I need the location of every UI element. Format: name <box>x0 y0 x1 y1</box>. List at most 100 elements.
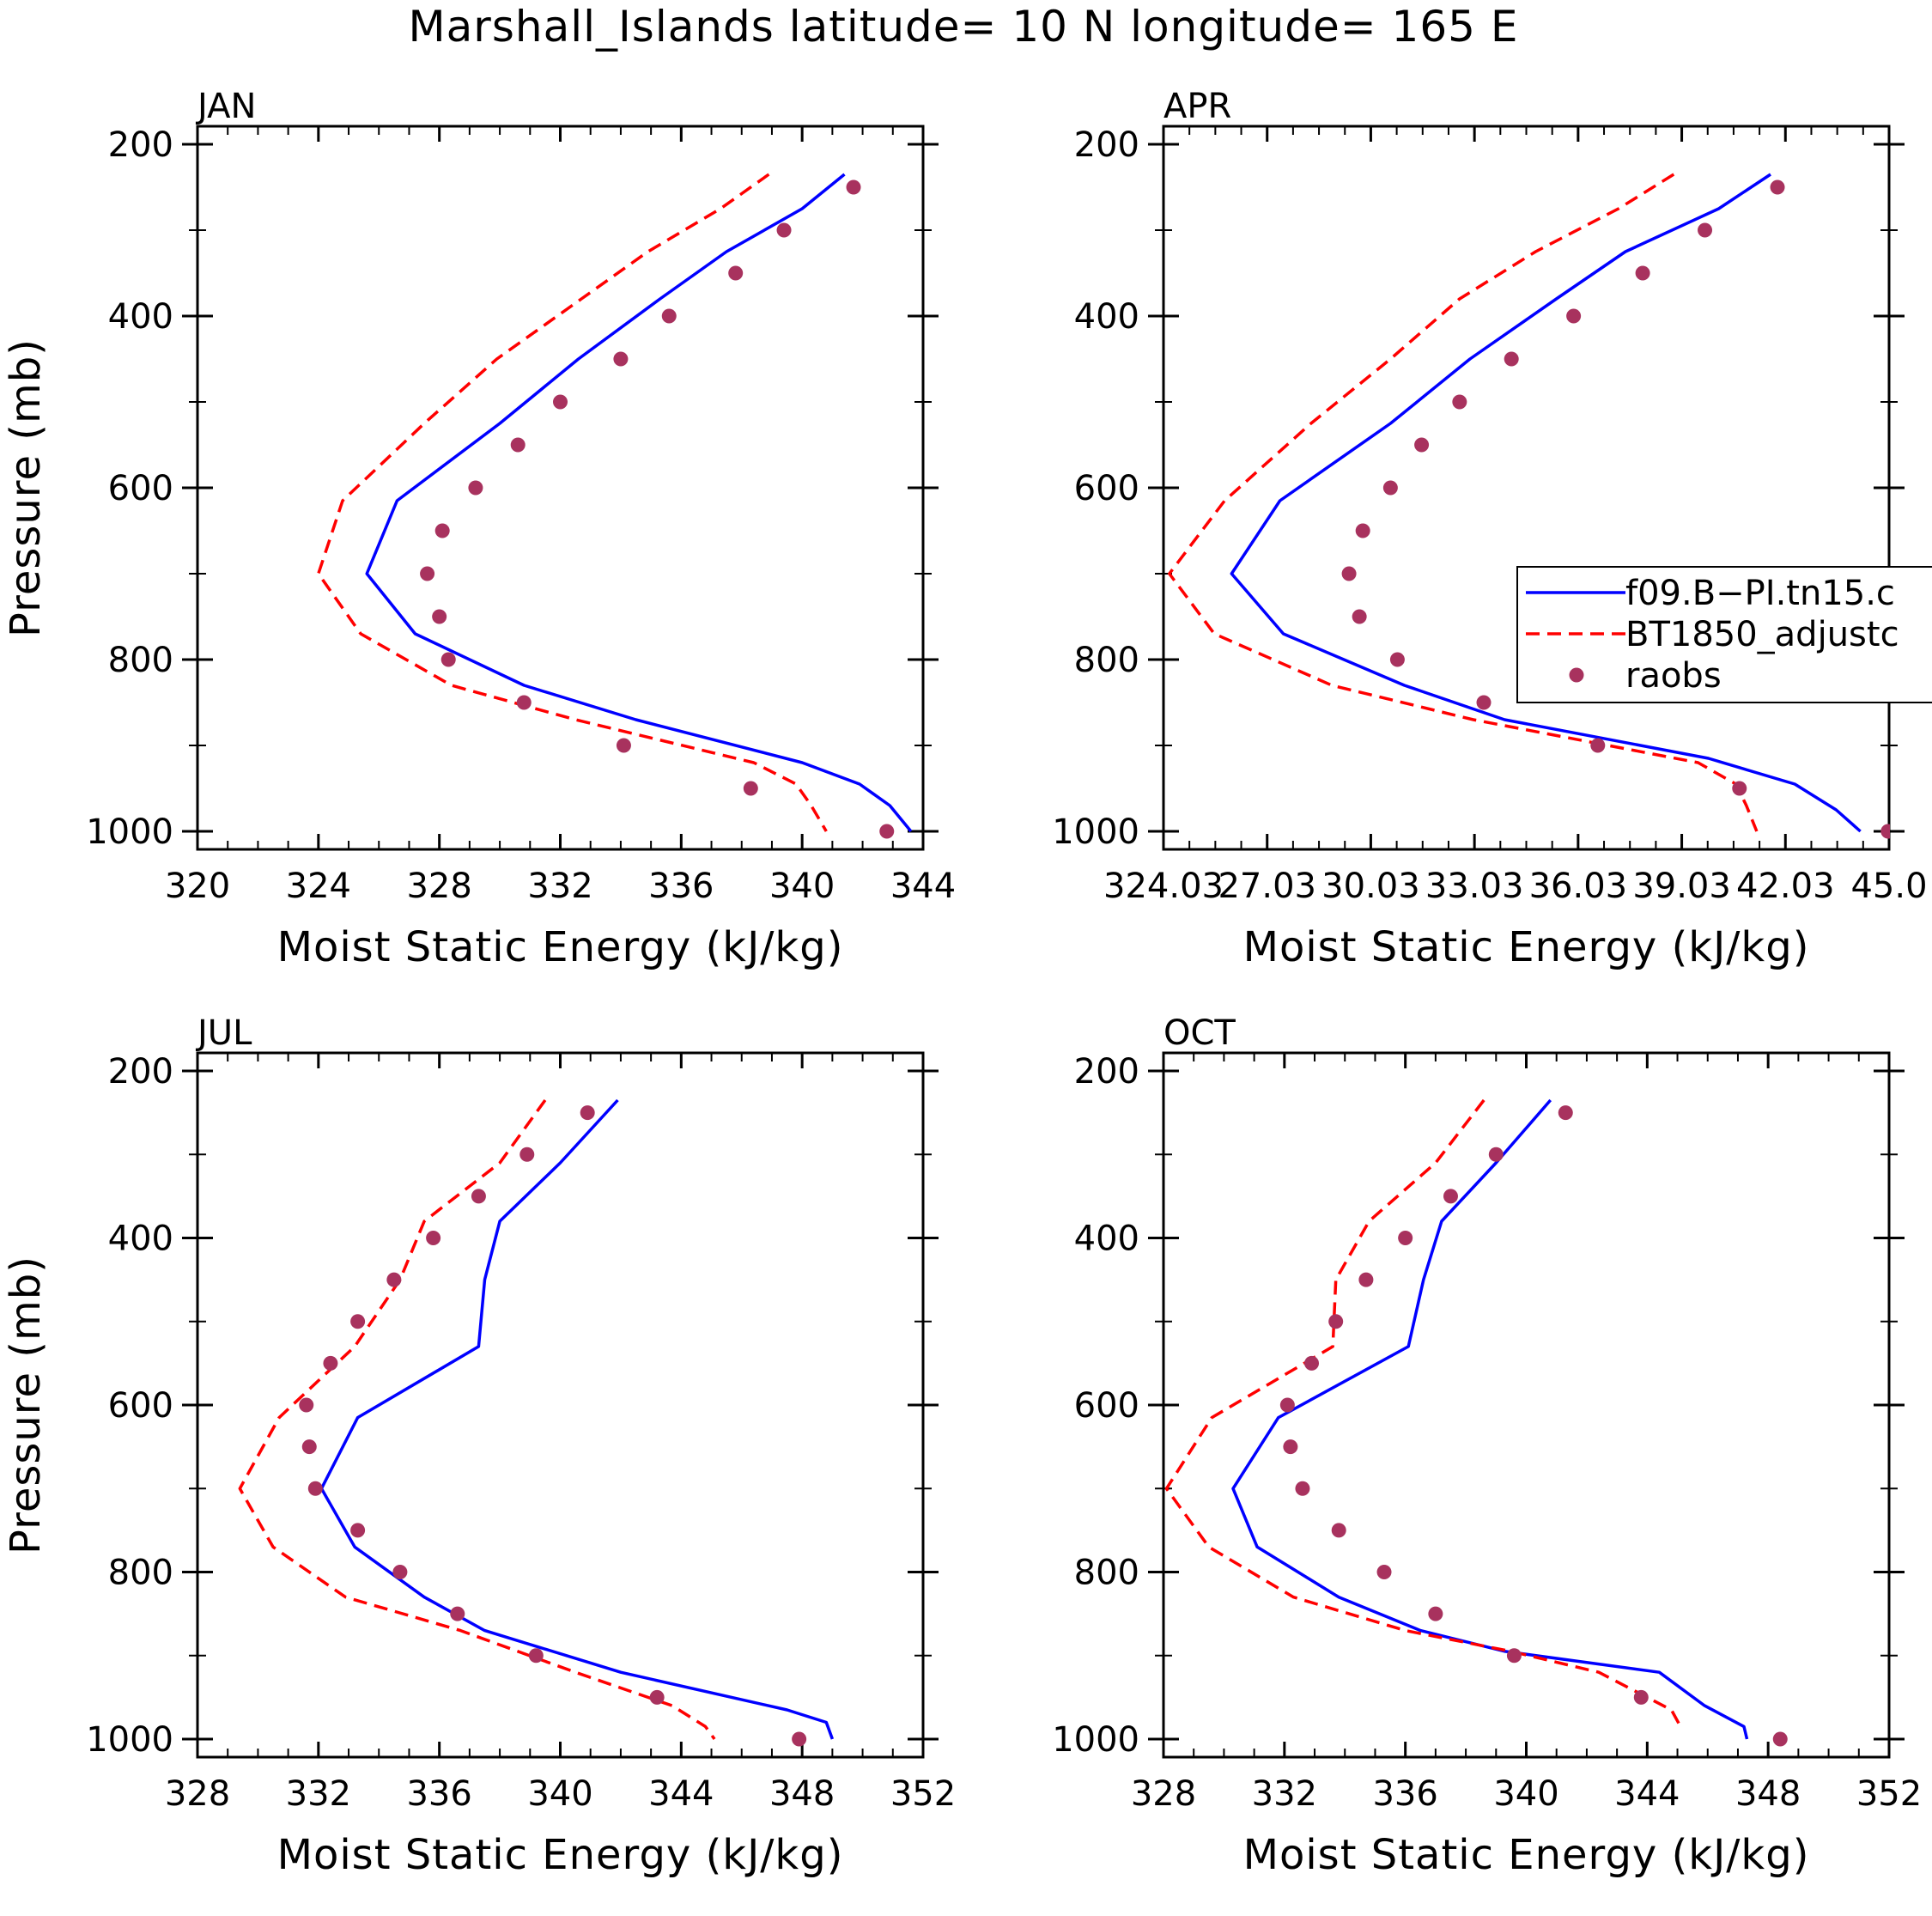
raobs-point <box>846 179 861 195</box>
x-axis-label: Moist Static Energy (kJ/kg) <box>1243 923 1810 971</box>
x-tick-label: 328 <box>1131 1774 1196 1814</box>
raobs-point <box>434 523 450 538</box>
y-tick-label: 1000 <box>1052 812 1139 852</box>
x-tick-label: 352 <box>890 1774 956 1814</box>
raobs-point <box>1355 523 1370 538</box>
x-tick-label: 30.03 <box>1321 867 1420 906</box>
x-tick-label: 340 <box>769 867 835 906</box>
raobs-point <box>1443 1189 1458 1204</box>
series-raobs-jul <box>299 1105 807 1747</box>
x-tick-label: 332 <box>1252 1774 1317 1814</box>
series-model-line-jan <box>365 173 913 833</box>
series-adjusted-line-jul <box>238 1098 716 1741</box>
x-axis-label: Moist Static Energy (kJ/kg) <box>1243 1831 1810 1879</box>
panel-jan: JAN 320 324 328 332 336 340 344 200 400 600 800 1000… <box>2 87 956 971</box>
raobs-point <box>1698 222 1713 238</box>
raobs-point <box>519 1147 535 1162</box>
y-tick-label: 200 <box>108 125 173 165</box>
y-tick-label: 200 <box>1074 1052 1139 1092</box>
y-axis-label: Pressure (mb) <box>2 338 50 637</box>
x-tick-label: 352 <box>1856 1774 1922 1814</box>
raobs-point <box>510 437 526 453</box>
x-tick-label: 344 <box>648 1774 714 1814</box>
x-tick-label: 42.03 <box>1736 867 1835 906</box>
plot-frame-oct <box>1162 1051 1891 1759</box>
y-tick-label: 600 <box>108 1386 173 1426</box>
raobs-point <box>1504 351 1519 367</box>
series-raobs-apr <box>1341 179 1890 839</box>
raobs-point <box>299 1397 314 1413</box>
y-tick-label: 800 <box>108 1554 173 1593</box>
x-tick-label: 36.03 <box>1529 867 1628 906</box>
raobs-point <box>1452 394 1467 410</box>
raobs-point <box>1352 609 1367 624</box>
raobs-point <box>553 394 568 410</box>
raobs-point <box>1476 695 1492 710</box>
x-tick-label: 348 <box>769 1774 835 1814</box>
raobs-point <box>471 1189 486 1204</box>
x-tick-label: 39.03 <box>1632 867 1731 906</box>
raobs-point <box>420 566 435 581</box>
series-model-line-oct <box>1231 1098 1749 1740</box>
legend-obs-marker <box>1569 667 1584 683</box>
panel-label-oct: OCT <box>1163 1013 1236 1053</box>
legend-model-label: f09.B−PI.tn15.c <box>1625 574 1895 613</box>
raobs-point <box>1279 1397 1295 1413</box>
raobs-point <box>350 1523 366 1538</box>
y-tick-label: 800 <box>1074 1554 1139 1593</box>
raobs-point <box>1558 1105 1573 1121</box>
y-tick-label: 800 <box>1074 641 1139 680</box>
raobs-point <box>1732 781 1747 796</box>
raobs-point <box>323 1355 338 1371</box>
legend-adjusted-label: BT1850_adjustc <box>1625 615 1899 654</box>
y-tick-label: 600 <box>1074 469 1139 508</box>
raobs-point <box>1331 1523 1346 1538</box>
raobs-point <box>1770 179 1785 195</box>
figure-title: Marshall_Islands latitude= 10 N longitud… <box>409 2 1519 52</box>
series-adjusted-line-apr <box>1168 173 1759 832</box>
raobs-point <box>776 222 792 238</box>
x-tick-label: 340 <box>1493 1774 1558 1814</box>
series-adjusted-line-oct <box>1164 1098 1682 1728</box>
x-tick-label: 320 <box>165 867 230 906</box>
x-tick-label: 324.03 <box>1103 867 1224 906</box>
y-tick-label: 200 <box>1074 125 1139 165</box>
raobs-point <box>1590 738 1606 753</box>
raobs-point <box>432 609 447 624</box>
x-tick-label: 332 <box>527 867 592 906</box>
raobs-point <box>1880 824 1890 839</box>
raobs-point <box>1566 308 1582 324</box>
y-tick-label: 400 <box>1074 297 1139 337</box>
x-tick-label: 328 <box>406 867 471 906</box>
y-tick-label: 1000 <box>86 1720 173 1760</box>
plot-frame-apr <box>1162 125 1891 851</box>
raobs-point <box>1341 566 1357 581</box>
x-tick-label: 336 <box>406 1774 471 1814</box>
panel-label-jul: JUL <box>195 1013 252 1053</box>
raobs-point <box>1376 1565 1392 1579</box>
raobs-point <box>743 781 758 796</box>
x-tick-label: 45.0 <box>1850 867 1927 906</box>
raobs-point <box>301 1439 317 1455</box>
y-tick-label: 600 <box>1074 1386 1139 1426</box>
y-tick-label: 200 <box>108 1052 173 1092</box>
raobs-point <box>1295 1481 1310 1496</box>
y-tick-label: 800 <box>108 641 173 680</box>
x-tick-label: 27.03 <box>1218 867 1316 906</box>
x-tick-label: 348 <box>1735 1774 1801 1814</box>
plot-frame-jan <box>196 125 925 851</box>
x-tick-label: 324 <box>286 867 351 906</box>
y-tick-label: 1000 <box>1052 1720 1139 1760</box>
panels: JAN 320 324 328 332 336 340 344 200 400 600 800 1000… <box>2 87 1932 1879</box>
raobs-point <box>1398 1231 1413 1245</box>
raobs-point <box>1328 1314 1344 1329</box>
raobs-point <box>426 1231 441 1245</box>
legend-box <box>1516 566 1932 703</box>
x-tick-label: 332 <box>286 1774 351 1814</box>
legend-obs-label: raobs <box>1625 656 1722 696</box>
raobs-point <box>879 824 895 839</box>
raobs-point <box>1428 1606 1443 1621</box>
raobs-point <box>1488 1147 1504 1162</box>
